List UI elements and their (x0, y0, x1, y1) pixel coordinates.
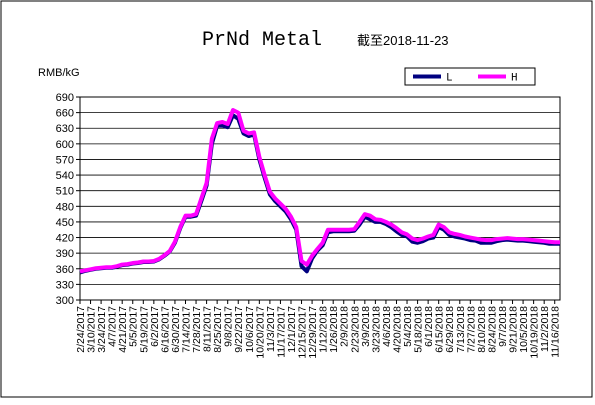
chart-subtitle: 截至2018-11-23 (357, 33, 449, 48)
x-tick-label: 3/10/2017 (86, 306, 98, 353)
x-tick-label: 11/2/2018 (539, 306, 551, 352)
x-tick-label: 3/24/2017 (96, 306, 108, 353)
y-tick-label: 390 (56, 248, 74, 260)
x-tick-label: 7/13/2018 (455, 306, 467, 353)
y-tick-label: 690 (56, 92, 74, 104)
x-tick-label: 9/8/2017 (223, 306, 235, 347)
x-tick-label: 8/24/2018 (486, 306, 498, 353)
y-tick-label: 540 (56, 170, 74, 182)
x-tick-label: 6/15/2018 (434, 306, 446, 353)
y-tick-label: 360 (56, 264, 74, 276)
x-tick-label: 4/20/2018 (391, 306, 403, 353)
x-tick-label: 5/4/2018 (402, 306, 414, 347)
x-tick-label: 10/5/2018 (518, 306, 530, 353)
x-tick-label: 11/3/2017 (265, 306, 277, 352)
legend-label: L (446, 73, 453, 85)
x-tick-label: 5/18/2018 (413, 306, 425, 353)
x-tick-label: 6/2/2017 (149, 306, 161, 347)
x-tick-label: 11/17/2017 (275, 306, 287, 358)
x-tick-label: 6/29/2018 (444, 306, 456, 353)
x-tick-label: 12/1/2017 (286, 306, 298, 353)
y-tick-label: 630 (56, 123, 74, 135)
x-tick-label: 4/7/2017 (107, 306, 119, 347)
x-tick-label: 1/26/2018 (328, 306, 340, 353)
y-tick-label: 600 (56, 139, 74, 151)
x-tick-label: 4/21/2017 (117, 306, 129, 353)
x-tick-label: 2/23/2018 (349, 306, 361, 353)
x-tick-label: 6/1/2018 (423, 306, 435, 347)
x-tick-label: 12/15/2017 (297, 306, 309, 359)
x-tick-label: 7/14/2017 (180, 306, 192, 353)
chart-title: PrNd Metal (202, 29, 322, 52)
x-tick-label: 11/16/2018 (550, 306, 562, 358)
x-tick-label: 5/5/2017 (128, 306, 140, 347)
y-tick-label: 570 (56, 154, 74, 166)
x-tick-label: 9/22/2017 (233, 306, 245, 353)
x-tick-label: 7/27/2018 (465, 306, 477, 353)
x-tick-label: 10/19/2018 (529, 306, 541, 359)
x-tick-label: 10/20/2017 (254, 306, 266, 359)
x-tick-label: 3/9/2018 (360, 306, 372, 347)
x-tick-label: 7/28/2017 (191, 306, 203, 353)
data-line (79, 108, 560, 274)
x-tick-label: 1/12/2018 (318, 306, 330, 353)
x-tick-label: 3/23/2018 (370, 306, 382, 353)
x-tick-label: 10/6/2017 (244, 306, 256, 353)
x-tick-label: 2/9/2018 (339, 306, 351, 347)
legend-box (404, 67, 536, 86)
legend-label: H (511, 73, 518, 85)
x-tick-label: 8/25/2017 (212, 306, 224, 353)
x-tick-label: 4/6/2018 (381, 306, 393, 347)
x-tick-label: 9/21/2018 (508, 306, 520, 353)
y-tick-label: 330 (56, 279, 74, 291)
x-tick-label: 5/19/2017 (138, 306, 150, 353)
x-tick-label: 8/11/2017 (202, 306, 214, 352)
x-tick-label: 2/24/2017 (75, 306, 87, 353)
y-tick-label: 660 (56, 108, 74, 120)
x-tick-label: 9/7/2018 (497, 306, 509, 347)
plot-area (79, 96, 561, 301)
y-tick-label: 510 (56, 186, 74, 198)
y-tick-label: 300 (56, 295, 74, 307)
y-tick-label: 420 (56, 233, 74, 245)
y-tick-label: 480 (56, 201, 74, 213)
y-axis-label: RMB/kG (38, 67, 80, 79)
x-tick-label: 8/10/2018 (476, 306, 488, 353)
x-tick-label: 6/16/2017 (159, 306, 171, 353)
y-tick-label: 450 (56, 217, 74, 229)
x-tick-label: 12/29/2017 (307, 306, 319, 359)
x-tick-label: 6/30/2017 (170, 306, 182, 353)
